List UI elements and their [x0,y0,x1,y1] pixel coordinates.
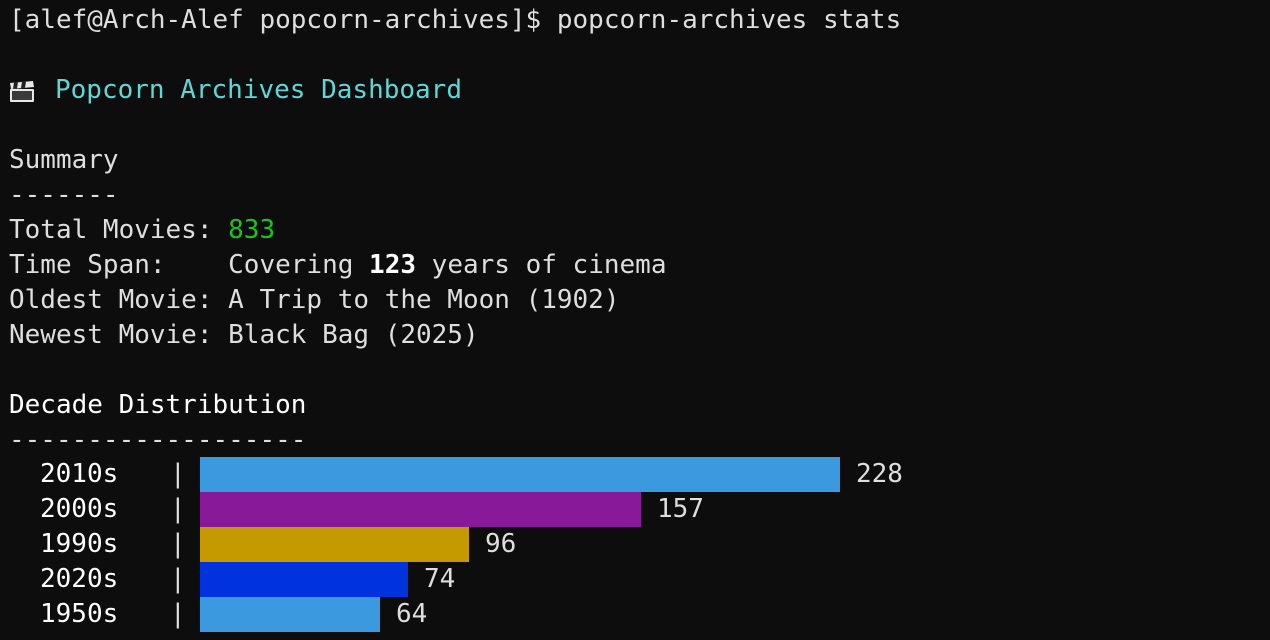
bar-category-label: 2000s [40,494,119,524]
time-span-years: 123 [369,250,417,280]
bar-category-label: 1990s [40,529,119,559]
command-prompt-line: [alef@Arch-Alef popcorn-archives]$ popco… [9,5,902,35]
bar-axis-separator: | [170,529,186,559]
oldest-movie-line: Oldest Movie: A Trip to the Moon (1902) [9,283,620,318]
bar-axis-separator: | [170,599,186,629]
decade-distribution-underline: ------------------- [9,425,307,455]
newest-movie-value: Black Bag (2025) [228,320,479,350]
oldest-movie-label: Oldest Movie: [9,285,229,315]
bar-value-label: 157 [657,494,704,524]
newest-movie-line: Newest Movie: Black Bag (2025) [9,318,479,353]
dashboard-title: Popcorn Archives Dashboard [55,75,462,105]
bar-value-label: 64 [396,599,428,629]
bar-value-label: 74 [424,564,456,594]
time-span-label: Time Span: [9,250,229,280]
summary-underline: ------- [9,180,119,210]
bar-value-label: 228 [856,459,903,489]
bar-row: 2000s | 157 [0,492,1270,527]
bar-category-label: 1950s [40,599,119,629]
total-movies-label: Total Movies: [9,215,229,245]
time-span-prefix: Covering [228,250,370,280]
bar-1950s [200,597,380,632]
bar-category-label: 2020s [40,564,119,594]
dashboard-title-line: Popcorn Archives Dashboard [9,73,462,108]
bar-value-label: 96 [485,529,517,559]
bar-axis-separator: | [170,459,186,489]
bar-category-label: 2010s [40,459,119,489]
newest-movie-label: Newest Movie: [9,320,229,350]
bar-row: 2020s | 74 [0,562,1270,597]
clapperboard-icon [9,78,35,102]
decade-distribution-heading: Decade Distribution [9,390,307,420]
bar-axis-separator: | [170,564,186,594]
bar-axis-separator: | [170,494,186,524]
bar-2020s [200,562,408,597]
total-movies-line: Total Movies: 833 [9,213,275,248]
oldest-movie-value: A Trip to the Moon (1902) [228,285,620,315]
time-span-line: Time Span: Covering 123 years of cinema [9,248,666,283]
bar-row: 1950s | 64 [0,597,1270,632]
bar-row: 2010s | 228 [0,457,1270,492]
bar-2010s [200,457,840,492]
bar-row: 1990s | 96 [0,527,1270,562]
summary-heading: Summary [9,145,119,175]
time-span-suffix: years of cinema [416,250,667,280]
total-movies-value: 833 [228,215,276,245]
bar-1990s [200,527,469,562]
bar-2000s [200,492,641,527]
